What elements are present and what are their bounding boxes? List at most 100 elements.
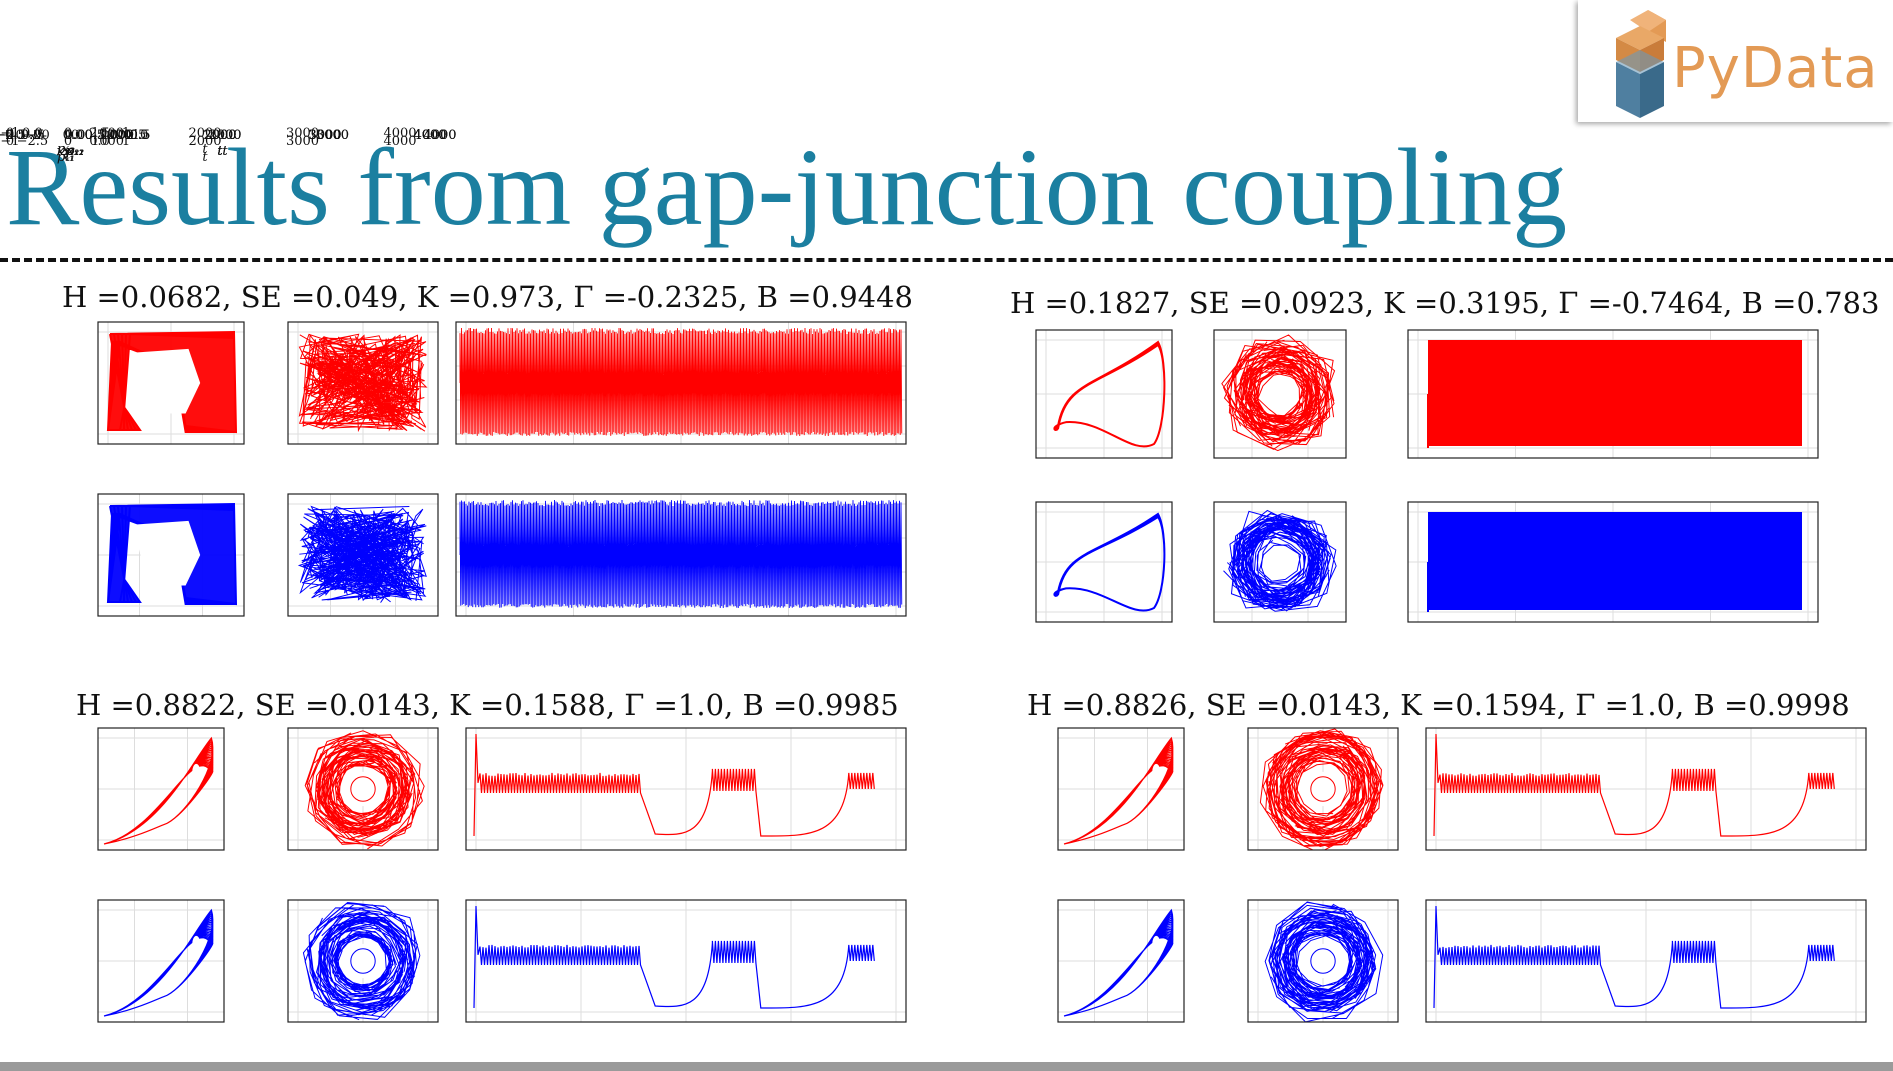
- x-tick-label: 1000: [98, 128, 131, 143]
- x-axis-label: pₓ₂: [66, 144, 84, 159]
- x-tick-label: 0: [71, 128, 79, 143]
- subplot-1-3-series: [1053, 512, 1166, 612]
- plot-frame: [1425, 899, 1867, 1023]
- x-axis-label: t: [217, 144, 223, 159]
- x-axis-label: x₁: [57, 144, 70, 159]
- plot-frame: [1407, 501, 1819, 623]
- x-tick-label: 0.0: [22, 126, 43, 141]
- x-tick-label: −10: [0, 128, 24, 143]
- slide-bottom-bar: [0, 1062, 1893, 1071]
- x-tick-label: 1000: [98, 128, 131, 143]
- plot-frame: [1407, 329, 1819, 459]
- pydata-cube-icon: [1616, 10, 1666, 118]
- subplot-0-0-series: [106, 330, 238, 434]
- x-tick-label: 0.5: [130, 128, 151, 143]
- x-tick-label: 0: [6, 128, 14, 143]
- subplot-2-2-series: [473, 733, 875, 837]
- x-tick-label: −5: [26, 128, 45, 143]
- x-tick-label: 1000: [91, 126, 124, 141]
- x-axis-label: x₁: [57, 144, 70, 159]
- x-tick-label: 2000: [203, 128, 236, 143]
- x-tick-label: 0.0: [89, 134, 110, 149]
- x-tick-label: 0: [64, 134, 72, 149]
- x-tick-label: 1000: [98, 128, 131, 143]
- x-tick-label: 0: [6, 128, 14, 143]
- plot-frame: [287, 727, 439, 851]
- x-tick-label: −0.5: [0, 128, 26, 143]
- panel-title-bottom-right: H =0.8826, SE =0.0143, K =0.1594, Γ =1.0…: [1027, 688, 1850, 722]
- subplot-0-1: [287, 321, 439, 445]
- subplot-3-3-series: [1063, 908, 1174, 1017]
- x-tick-label: 0.5: [84, 128, 105, 143]
- x-axis-label: pₓ₁: [66, 144, 84, 159]
- x-axis-label: t: [217, 144, 223, 159]
- x-axis-label: t: [222, 144, 228, 159]
- plot-frame: [97, 493, 245, 617]
- x-tick-label: 10: [132, 128, 149, 143]
- x-tick-label: 3000: [308, 128, 341, 143]
- x-axis-label: pₓ₁: [57, 150, 75, 165]
- subplot-1-5: [1407, 501, 1819, 623]
- plot-frame: [1213, 501, 1347, 623]
- x-tick-label: 0.0: [21, 128, 42, 143]
- x-tick-label: 0.0: [65, 128, 86, 143]
- subplot-2-0: [97, 727, 225, 851]
- subplot-1-0: [1035, 329, 1173, 459]
- x-tick-label: 1000: [101, 128, 134, 143]
- x-axis-label: x₁: [62, 150, 75, 165]
- x-tick-label: −2.5: [17, 134, 49, 149]
- x-tick-label: 0.0: [65, 128, 86, 143]
- x-tick-label: 3000: [286, 134, 319, 149]
- logo-text: PyData: [1672, 36, 1879, 101]
- x-axis-label: t: [202, 150, 208, 165]
- x-tick-label: 0: [6, 128, 14, 143]
- x-tick-label: −2.5: [0, 128, 26, 143]
- x-axis-label: t: [202, 142, 208, 157]
- plot-frame: [1425, 727, 1867, 851]
- panel-title-top-right: H =0.1827, SE =0.0923, K =0.3195, Γ =-0.…: [1010, 286, 1880, 320]
- subplot-3-3: [1057, 899, 1185, 1023]
- x-axis-label: pₓ₁: [66, 144, 84, 159]
- subplot-3-5-series: [1433, 905, 1835, 1009]
- x-tick-label: 3000: [308, 128, 341, 143]
- x-tick-label: −0.5: [0, 128, 26, 143]
- x-tick-label: 0.0: [21, 128, 42, 143]
- x-tick-label: 0.5: [84, 128, 105, 143]
- subplot-1-2-series: [1427, 340, 1802, 448]
- x-tick-label: 4000: [383, 126, 416, 141]
- plot-frame: [287, 493, 439, 617]
- panel-title-bottom-left: H =0.8822, SE =0.0143, K =0.1588, Γ =1.0…: [76, 688, 899, 722]
- subplot-1-4: [1213, 501, 1347, 623]
- x-axis-label: pₓ₂: [66, 144, 84, 159]
- plot-frame: [97, 899, 225, 1023]
- subplot-3-4-series: [1264, 901, 1384, 1022]
- subplot-1-0-series: [1053, 340, 1166, 448]
- x-tick-label: 4000: [413, 128, 446, 143]
- x-tick-label: 2000: [203, 128, 236, 143]
- subplot-0-5-series: [459, 500, 903, 609]
- plot-frame: [455, 321, 907, 445]
- x-tick-label: 3000: [308, 128, 341, 143]
- subplot-1-1: [1213, 329, 1347, 459]
- x-tick-label: 0: [6, 126, 14, 141]
- x-tick-label: 1: [122, 134, 130, 149]
- subplot-0-2: [455, 321, 907, 445]
- x-tick-label: 0: [110, 128, 118, 143]
- x-tick-label: 4000: [383, 134, 416, 149]
- x-tick-label: 3000: [286, 126, 319, 141]
- subplot-0-3-series: [106, 502, 238, 606]
- plot-frame: [1247, 899, 1399, 1023]
- x-axis-label: pₓ₂: [57, 142, 75, 157]
- x-axis-label: t: [217, 144, 223, 159]
- x-tick-label: 2000: [203, 128, 236, 143]
- plot-frame: [287, 321, 439, 445]
- x-tick-label: −0.5: [0, 128, 26, 143]
- subplot-0-5: [455, 493, 907, 617]
- pydata-logo: PyData: [1578, 0, 1893, 122]
- subplot-1-1-series: [1221, 334, 1336, 452]
- x-tick-label: 2000: [208, 128, 241, 143]
- plot-frame: [97, 321, 245, 445]
- x-tick-label: 2000: [188, 126, 221, 141]
- slide-title: Results from gap-junction coupling: [6, 126, 1568, 248]
